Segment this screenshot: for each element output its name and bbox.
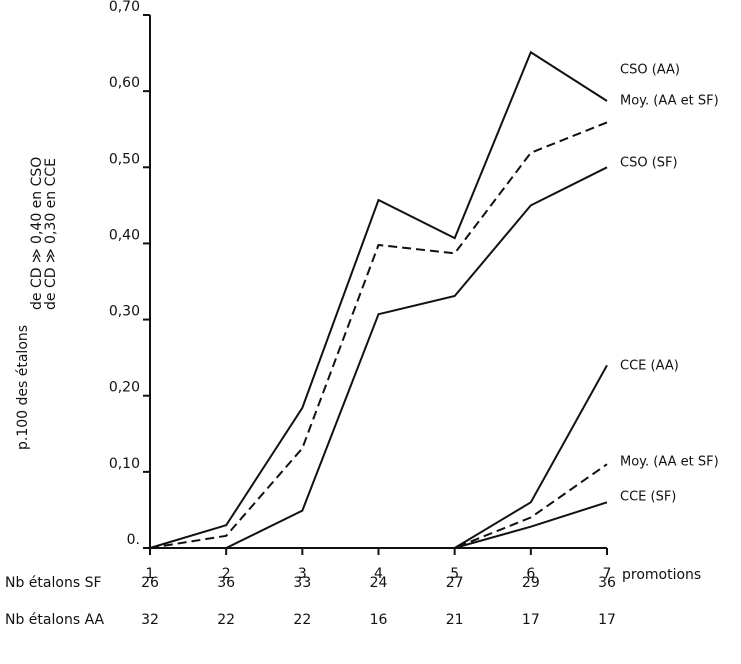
row-value: 29 xyxy=(522,575,540,591)
x-tick-label: 7 xyxy=(603,566,612,582)
row-value: 22 xyxy=(293,612,311,628)
y-tick-label: 0,50 xyxy=(109,151,140,167)
x-axis-title: promotions xyxy=(622,567,701,583)
y-tick-label: 0,20 xyxy=(109,380,140,396)
x-tick-label: 1 xyxy=(146,566,155,582)
y-tick-label: 0. xyxy=(127,532,140,548)
series-label: CCE (SF) xyxy=(620,490,676,505)
y-tick-label: 0,10 xyxy=(109,456,140,472)
row-value: 17 xyxy=(522,612,540,628)
series-line xyxy=(150,364,608,549)
row-label: Nb étalons SF xyxy=(5,575,102,591)
row-value: 21 xyxy=(446,612,464,628)
series-line xyxy=(150,166,608,549)
y-label-line: de CD ≫ 0,30 en CCE xyxy=(43,158,59,310)
series-line xyxy=(149,50,608,549)
row-value: 36 xyxy=(598,575,616,591)
y-tick-label: 0,60 xyxy=(109,75,140,91)
series-line xyxy=(149,121,608,549)
series-label: CSO (AA) xyxy=(620,63,680,78)
x-tick-label: 2 xyxy=(222,566,231,582)
row-value: 22 xyxy=(217,612,235,628)
series-line xyxy=(150,501,608,549)
row-value: 24 xyxy=(370,575,388,591)
row-value: 36 xyxy=(217,575,235,591)
series-label: CCE (AA) xyxy=(620,359,679,374)
y-label-line: p.100 des étalons xyxy=(15,325,31,450)
series-label: Moy. (AA et SF) xyxy=(620,455,719,470)
row-label: Nb étalons AA xyxy=(5,612,105,628)
row-value: 27 xyxy=(446,575,464,591)
row-value: 26 xyxy=(141,575,159,591)
y-tick-label: 0,40 xyxy=(109,227,140,243)
series-label: Moy. (AA et SF) xyxy=(620,94,719,109)
series-line xyxy=(150,463,608,549)
y-tick-label: 0,70 xyxy=(109,0,140,15)
y-label-line: de CD ≫ 0,40 en CSO xyxy=(29,157,45,310)
row-value: 17 xyxy=(598,612,616,628)
row-value: 32 xyxy=(141,612,159,628)
row-value: 33 xyxy=(293,575,311,591)
x-tick-label: 5 xyxy=(450,566,459,582)
x-tick-label: 3 xyxy=(298,566,307,582)
x-tick-label: 4 xyxy=(374,566,383,582)
y-axis-title: p.100 des étalons de CD ≫ 0,40 en CSO de… xyxy=(15,157,59,450)
row-value: 16 xyxy=(370,612,388,628)
y-tick-label: 0,30 xyxy=(109,304,140,320)
series-label: CSO (SF) xyxy=(620,156,678,171)
x-tick-label: 6 xyxy=(526,566,535,582)
